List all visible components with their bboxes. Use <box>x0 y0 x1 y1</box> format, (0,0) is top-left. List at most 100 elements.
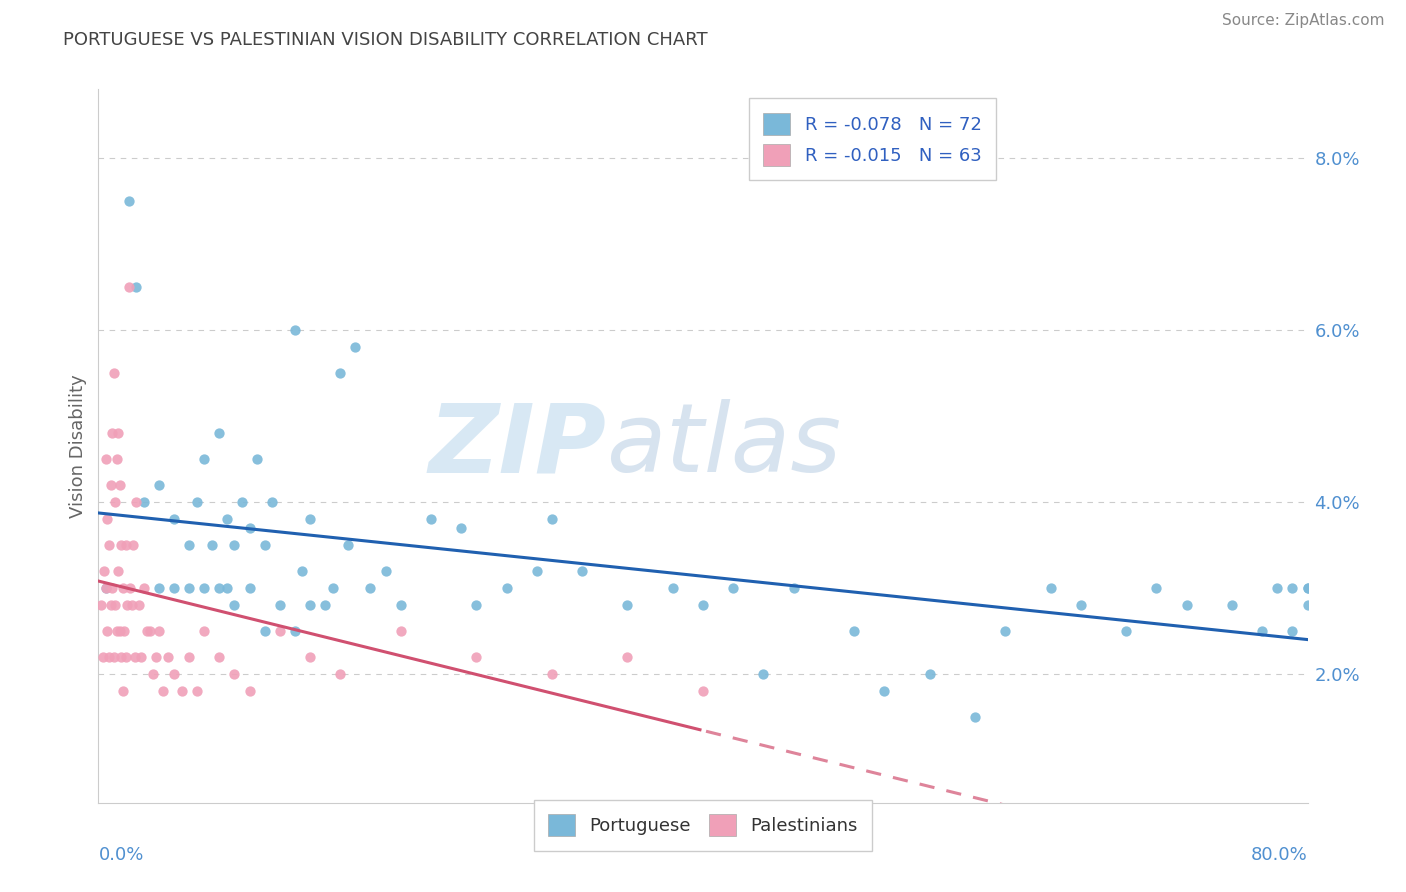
Point <box>1281 581 1303 595</box>
Point <box>299 649 322 664</box>
Point <box>1115 624 1137 638</box>
Text: ZIP: ZIP <box>429 400 606 492</box>
Point <box>208 649 231 664</box>
Point <box>284 624 307 638</box>
Point <box>262 495 284 509</box>
Point <box>193 581 215 595</box>
Point <box>465 598 488 612</box>
Point <box>108 477 131 491</box>
Point <box>224 538 246 552</box>
Point <box>389 598 412 612</box>
Point <box>100 598 122 612</box>
Point <box>98 649 121 664</box>
Point <box>450 521 472 535</box>
Point <box>994 624 1017 638</box>
Point <box>692 684 714 698</box>
Point <box>1070 598 1092 612</box>
Point <box>145 649 167 664</box>
Point <box>156 649 179 664</box>
Point <box>208 426 231 441</box>
Point <box>231 495 253 509</box>
Point <box>844 624 866 638</box>
Point <box>96 624 118 638</box>
Text: 80.0%: 80.0% <box>1251 846 1308 863</box>
Point <box>322 581 344 595</box>
Point <box>186 684 208 698</box>
Point <box>163 666 186 681</box>
Point <box>783 581 806 595</box>
Point <box>284 323 307 337</box>
Point <box>1296 598 1319 612</box>
Point <box>148 581 170 595</box>
Text: atlas: atlas <box>606 400 841 492</box>
Point <box>186 495 208 509</box>
Point <box>965 710 987 724</box>
Point <box>152 684 174 698</box>
Point <box>94 451 117 466</box>
Point <box>344 340 367 354</box>
Point <box>329 666 352 681</box>
Point <box>105 451 128 466</box>
Point <box>101 581 124 595</box>
Point <box>91 649 114 664</box>
Point <box>193 624 215 638</box>
Point <box>239 684 262 698</box>
Point <box>115 598 138 612</box>
Point <box>215 512 238 526</box>
Point <box>201 538 224 552</box>
Point <box>299 598 322 612</box>
Point <box>148 624 170 638</box>
Point <box>128 598 150 612</box>
Text: PORTUGUESE VS PALESTINIAN VISION DISABILITY CORRELATION CHART: PORTUGUESE VS PALESTINIAN VISION DISABIL… <box>63 31 707 49</box>
Point <box>94 581 117 595</box>
Point <box>918 666 941 681</box>
Point <box>1175 598 1198 612</box>
Point <box>110 649 132 664</box>
Point <box>224 598 246 612</box>
Point <box>104 598 127 612</box>
Point <box>121 598 143 612</box>
Point <box>148 477 170 491</box>
Legend: Portuguese, Palestinians: Portuguese, Palestinians <box>533 800 873 851</box>
Point <box>110 538 132 552</box>
Point <box>299 512 322 526</box>
Point <box>571 564 593 578</box>
Point <box>103 366 125 380</box>
Point <box>1296 581 1319 595</box>
Point <box>90 598 112 612</box>
Point <box>253 624 276 638</box>
Point <box>291 564 314 578</box>
Point <box>170 684 193 698</box>
Point <box>98 538 121 552</box>
Point <box>224 666 246 681</box>
Point <box>1144 581 1167 595</box>
Point <box>526 564 548 578</box>
Point <box>132 495 155 509</box>
Point <box>142 666 165 681</box>
Text: 0.0%: 0.0% <box>98 846 143 863</box>
Point <box>465 649 488 664</box>
Point <box>1251 624 1274 638</box>
Point <box>114 538 136 552</box>
Point <box>1220 598 1243 612</box>
Point <box>540 512 562 526</box>
Point <box>253 538 276 552</box>
Point <box>360 581 382 595</box>
Point <box>208 581 231 595</box>
Point <box>132 581 155 595</box>
Point <box>389 624 412 638</box>
Point <box>374 564 396 578</box>
Point <box>616 598 638 612</box>
Point <box>129 649 152 664</box>
Point <box>118 194 141 208</box>
Point <box>215 581 238 595</box>
Point <box>103 649 125 664</box>
Point <box>125 495 148 509</box>
Point <box>100 477 122 491</box>
Point <box>94 581 117 595</box>
Point <box>1039 581 1062 595</box>
Point <box>193 451 215 466</box>
Point <box>179 538 201 552</box>
Point <box>104 495 127 509</box>
Point <box>107 564 129 578</box>
